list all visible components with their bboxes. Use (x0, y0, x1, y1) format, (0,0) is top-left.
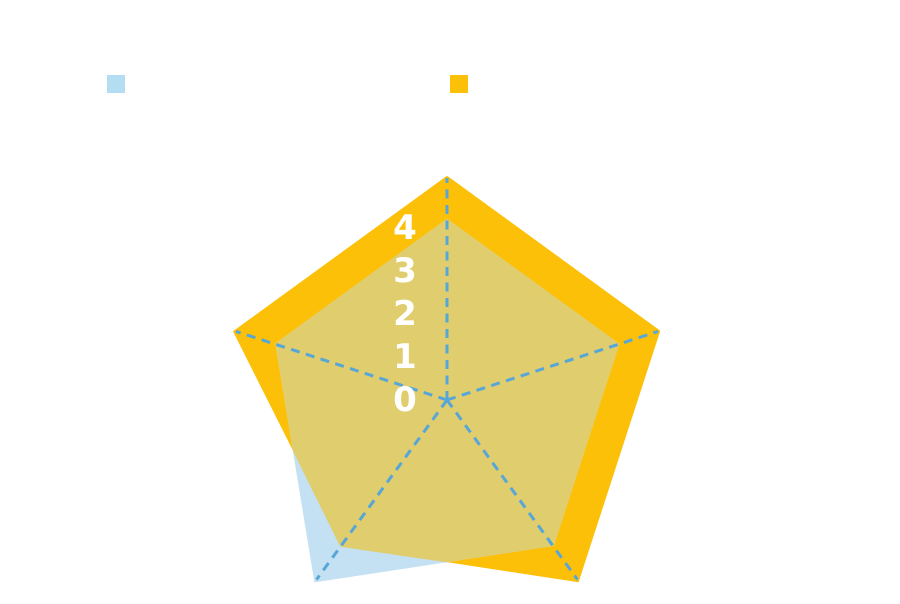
tick-label-1: 1 (393, 337, 417, 377)
radial-axes (235, 178, 659, 581)
legend-swatch-series-blue[interactable] (107, 75, 125, 93)
tick-label-0: 0 (393, 380, 417, 420)
tick-label-2: 2 (393, 294, 417, 334)
axis-line-4 (235, 329, 448, 402)
axis-line-3 (315, 399, 449, 581)
axis-line-2 (445, 399, 579, 581)
tick-label-3: 3 (393, 251, 417, 291)
legend (107, 75, 468, 93)
legend-swatch-series-orange[interactable] (450, 75, 468, 93)
tick-label-4: 4 (393, 208, 417, 248)
axis-line-1 (446, 329, 659, 402)
